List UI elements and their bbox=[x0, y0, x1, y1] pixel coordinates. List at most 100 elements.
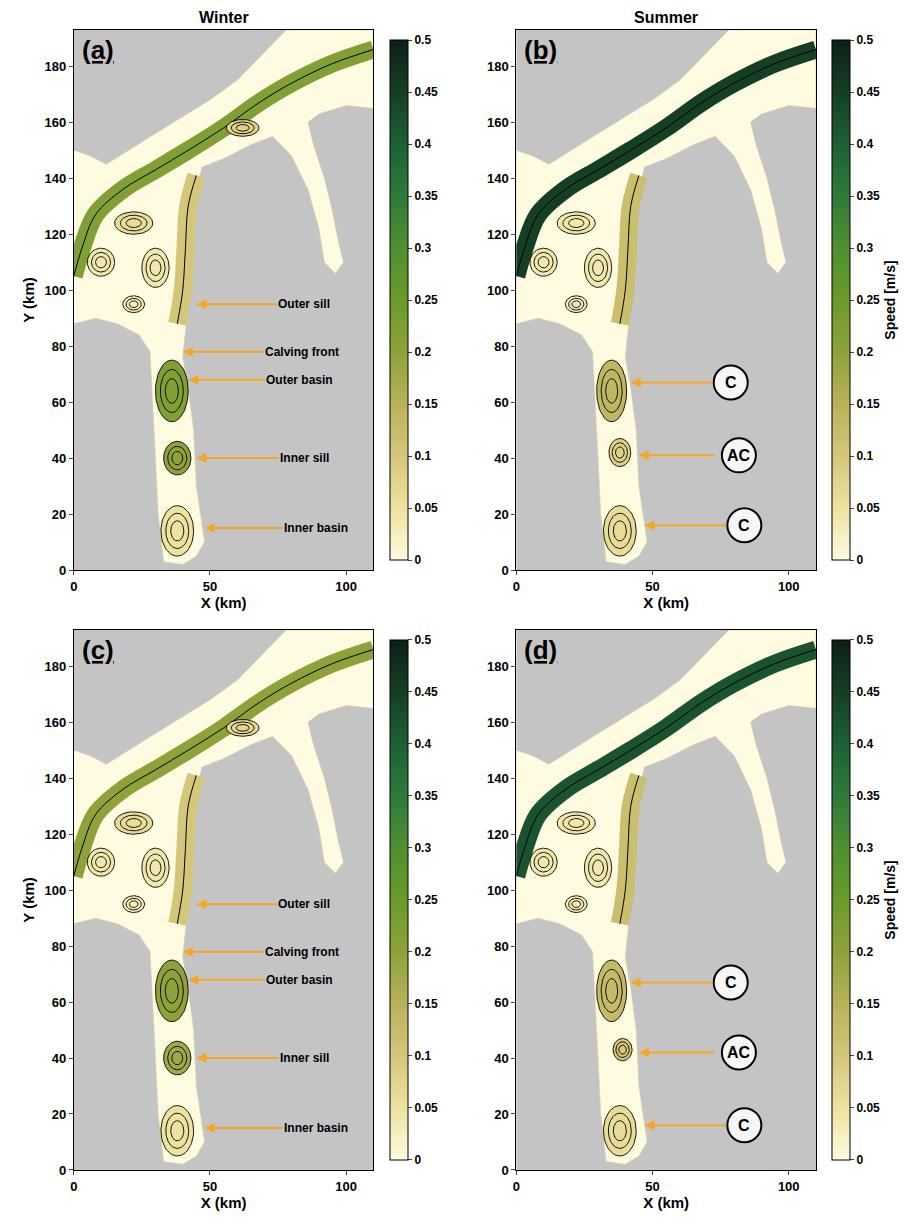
svg-text:(b): (b) bbox=[524, 35, 557, 65]
svg-text:Outer sill: Outer sill bbox=[278, 897, 330, 911]
svg-text:0.1: 0.1 bbox=[856, 449, 873, 463]
svg-text:160: 160 bbox=[487, 715, 509, 730]
svg-text:Inner sill: Inner sill bbox=[280, 1051, 329, 1065]
svg-text:0.2: 0.2 bbox=[856, 945, 873, 959]
svg-text:(c): (c) bbox=[82, 635, 114, 665]
svg-text:0.1: 0.1 bbox=[856, 1049, 873, 1063]
svg-text:80: 80 bbox=[494, 939, 508, 954]
svg-text:40: 40 bbox=[52, 1051, 66, 1066]
svg-text:C: C bbox=[738, 1117, 750, 1134]
svg-text:100: 100 bbox=[44, 883, 66, 898]
svg-text:0.45: 0.45 bbox=[414, 85, 438, 99]
svg-text:80: 80 bbox=[52, 939, 66, 954]
svg-text:Y (km): Y (km) bbox=[20, 277, 37, 323]
svg-text:Summer: Summer bbox=[634, 9, 698, 26]
svg-text:0.4: 0.4 bbox=[414, 737, 431, 751]
svg-text:140: 140 bbox=[487, 771, 509, 786]
svg-text:Inner sill: Inner sill bbox=[280, 451, 329, 465]
svg-text:160: 160 bbox=[487, 115, 509, 130]
svg-text:(d): (d) bbox=[524, 635, 557, 665]
svg-text:(a): (a) bbox=[82, 35, 114, 65]
svg-text:0.25: 0.25 bbox=[414, 293, 438, 307]
svg-text:0: 0 bbox=[414, 553, 421, 567]
svg-text:80: 80 bbox=[494, 339, 508, 354]
svg-text:120: 120 bbox=[487, 227, 509, 242]
svg-text:Calving front: Calving front bbox=[265, 945, 339, 959]
svg-text:X (km): X (km) bbox=[643, 1194, 689, 1211]
svg-text:0.25: 0.25 bbox=[856, 293, 880, 307]
svg-text:0.2: 0.2 bbox=[414, 945, 431, 959]
svg-text:0.15: 0.15 bbox=[414, 397, 438, 411]
svg-text:0.05: 0.05 bbox=[856, 1101, 880, 1115]
svg-text:80: 80 bbox=[52, 339, 66, 354]
svg-text:0.5: 0.5 bbox=[856, 33, 873, 47]
svg-text:0.05: 0.05 bbox=[414, 1101, 438, 1115]
svg-text:Winter: Winter bbox=[199, 9, 249, 26]
svg-text:0.35: 0.35 bbox=[856, 789, 880, 803]
svg-text:120: 120 bbox=[487, 827, 509, 842]
svg-text:0.4: 0.4 bbox=[856, 737, 873, 751]
svg-text:180: 180 bbox=[44, 59, 66, 74]
svg-text:100: 100 bbox=[778, 579, 800, 594]
svg-text:0.1: 0.1 bbox=[414, 1049, 431, 1063]
svg-text:0.45: 0.45 bbox=[856, 85, 880, 99]
svg-text:40: 40 bbox=[52, 451, 66, 466]
svg-text:0.15: 0.15 bbox=[856, 997, 880, 1011]
svg-text:0.2: 0.2 bbox=[856, 345, 873, 359]
svg-text:100: 100 bbox=[487, 883, 509, 898]
svg-text:Speed [m/s]: Speed [m/s] bbox=[882, 260, 898, 339]
svg-text:0.3: 0.3 bbox=[856, 841, 873, 855]
svg-text:180: 180 bbox=[44, 659, 66, 674]
svg-text:0.25: 0.25 bbox=[856, 893, 880, 907]
svg-text:0.25: 0.25 bbox=[414, 893, 438, 907]
svg-text:0.05: 0.05 bbox=[856, 501, 880, 515]
svg-text:0.5: 0.5 bbox=[414, 633, 431, 647]
svg-text:0.3: 0.3 bbox=[856, 241, 873, 255]
svg-text:C: C bbox=[738, 517, 750, 534]
svg-text:120: 120 bbox=[44, 227, 66, 242]
svg-text:0.35: 0.35 bbox=[414, 789, 438, 803]
svg-text:160: 160 bbox=[44, 115, 66, 130]
svg-text:60: 60 bbox=[494, 395, 508, 410]
svg-text:X (km): X (km) bbox=[201, 1194, 247, 1211]
svg-text:Outer basin: Outer basin bbox=[266, 973, 333, 987]
svg-text:20: 20 bbox=[494, 1107, 508, 1122]
svg-text:0: 0 bbox=[59, 563, 66, 578]
svg-text:0: 0 bbox=[501, 563, 508, 578]
svg-text:0.45: 0.45 bbox=[414, 685, 438, 699]
svg-text:0.4: 0.4 bbox=[414, 137, 431, 151]
svg-text:60: 60 bbox=[52, 995, 66, 1010]
svg-text:50: 50 bbox=[203, 1179, 217, 1194]
svg-text:20: 20 bbox=[52, 507, 66, 522]
svg-text:50: 50 bbox=[645, 579, 659, 594]
svg-text:0.15: 0.15 bbox=[856, 397, 880, 411]
svg-text:20: 20 bbox=[494, 507, 508, 522]
svg-text:100: 100 bbox=[335, 579, 357, 594]
svg-text:AC: AC bbox=[727, 1044, 751, 1061]
svg-text:60: 60 bbox=[52, 395, 66, 410]
svg-text:50: 50 bbox=[645, 1179, 659, 1194]
svg-text:120: 120 bbox=[44, 827, 66, 842]
svg-text:Outer basin: Outer basin bbox=[266, 373, 333, 387]
svg-text:Calving front: Calving front bbox=[265, 345, 339, 359]
svg-text:0: 0 bbox=[70, 579, 77, 594]
svg-text:0: 0 bbox=[501, 1162, 508, 1177]
svg-text:0: 0 bbox=[59, 1162, 66, 1177]
svg-text:0.1: 0.1 bbox=[414, 449, 431, 463]
svg-text:0: 0 bbox=[856, 1153, 863, 1167]
svg-text:Inner basin: Inner basin bbox=[284, 521, 348, 535]
svg-text:140: 140 bbox=[44, 771, 66, 786]
svg-text:0.15: 0.15 bbox=[414, 997, 438, 1011]
svg-text:180: 180 bbox=[487, 59, 509, 74]
svg-text:100: 100 bbox=[487, 283, 509, 298]
svg-text:0.2: 0.2 bbox=[414, 345, 431, 359]
svg-text:Inner basin: Inner basin bbox=[284, 1121, 348, 1135]
svg-text:0.35: 0.35 bbox=[856, 189, 880, 203]
svg-text:X (km): X (km) bbox=[201, 594, 247, 611]
svg-text:Y (km): Y (km) bbox=[20, 877, 37, 923]
svg-text:X (km): X (km) bbox=[643, 594, 689, 611]
svg-text:140: 140 bbox=[44, 171, 66, 186]
svg-text:160: 160 bbox=[44, 715, 66, 730]
svg-text:180: 180 bbox=[487, 659, 509, 674]
svg-text:C: C bbox=[725, 974, 737, 991]
